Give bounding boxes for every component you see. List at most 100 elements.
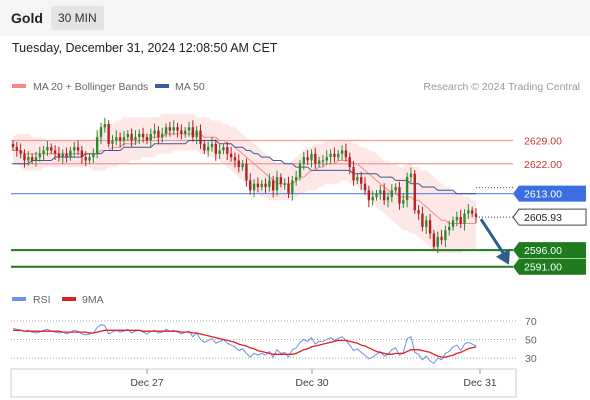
candle-body	[344, 150, 348, 158]
candle-body	[23, 153, 26, 161]
candle-body	[448, 226, 451, 231]
candle-body	[306, 157, 309, 161]
candle-body	[34, 157, 38, 161]
candle-body	[172, 127, 175, 131]
candle-body	[46, 147, 49, 151]
candle-body	[222, 147, 225, 151]
candle-body	[413, 173, 416, 211]
candle-body	[42, 150, 45, 154]
candle-body	[329, 153, 332, 158]
candle-body	[314, 153, 317, 164]
candle-body	[111, 140, 114, 144]
candle-body	[333, 153, 336, 158]
candle-body	[321, 160, 325, 162]
candle-body	[260, 183, 263, 188]
candle-body	[421, 213, 424, 227]
bollinger-legend-label: MA 20 + Bollinger Bands	[33, 81, 148, 93]
candle-body	[145, 137, 149, 141]
candle-body	[428, 220, 432, 234]
candle-body	[444, 230, 447, 241]
level-tag-support	[513, 258, 586, 275]
candle-body	[53, 150, 57, 154]
candle-body	[210, 143, 214, 148]
candle-body	[436, 236, 439, 247]
ma50-legend-swatch	[155, 84, 169, 88]
candle-body	[73, 147, 76, 151]
rsi-tick-label: 30	[525, 353, 537, 365]
candle-body	[287, 183, 290, 194]
candle-body	[184, 130, 187, 134]
candle-body	[470, 210, 474, 214]
candle-body	[15, 147, 19, 151]
level-label-support: 2591.00	[524, 262, 562, 274]
rsi-ma-line	[13, 329, 477, 358]
ma50-line	[13, 140, 476, 195]
bollinger-band	[13, 114, 476, 254]
candle-body	[92, 153, 95, 158]
candle-body	[218, 150, 221, 154]
candle-body	[241, 163, 244, 168]
candle-body	[65, 153, 68, 158]
candle-body	[367, 190, 371, 201]
bollinger-band-fill	[13, 114, 476, 254]
candle-body	[164, 127, 168, 134]
timeframe-badge[interactable]: 30 MIN	[51, 6, 104, 30]
time-tick-label: Dec 31	[463, 377, 496, 389]
candle-body	[440, 236, 443, 241]
candle-body	[268, 180, 271, 188]
candle-body	[402, 200, 405, 204]
candle-body	[298, 163, 302, 178]
forecast-arrow-shaft	[479, 218, 507, 257]
candle-body	[57, 153, 61, 158]
candle-body	[279, 177, 283, 184]
ma50-legend-label: MA 50	[175, 81, 205, 93]
candle-body	[115, 137, 118, 141]
candle-body	[283, 183, 286, 185]
candle-body	[130, 133, 133, 141]
rsi-line	[12, 324, 477, 365]
candle-body	[118, 137, 122, 141]
level-label-resistance: 2622.00	[524, 159, 562, 171]
time-axis: Dec 27 Dec 30 Dec 31	[10, 368, 517, 398]
candle-body	[425, 220, 428, 227]
rsi-legend: RSI 9MA	[12, 294, 104, 306]
candle-body	[138, 133, 141, 138]
level-label-support: 2596.00	[524, 245, 562, 257]
rsi-tick-label: 70	[525, 316, 537, 328]
candle-body	[107, 123, 110, 144]
candle-body	[233, 157, 237, 161]
last-price-label: 2605.93	[524, 212, 562, 224]
candle-body	[176, 127, 179, 131]
candle-body	[317, 160, 321, 164]
candle-body	[379, 190, 382, 194]
candle-body	[463, 213, 466, 224]
candle-body	[382, 190, 386, 201]
time-tick-label: Dec 30	[295, 377, 328, 389]
candle-body	[229, 153, 233, 158]
candle-body	[245, 163, 248, 181]
forecast-arrow	[479, 218, 510, 265]
candle-body	[27, 157, 30, 161]
candle-body	[180, 130, 183, 134]
candle-body	[249, 180, 252, 191]
candle-body	[191, 127, 195, 138]
level-tag-resistance	[513, 155, 586, 172]
candle-body	[474, 213, 478, 217]
candle-body	[256, 183, 260, 188]
level-label-pivot: 2613.00	[524, 189, 562, 201]
candle-body	[88, 157, 91, 161]
candle-body	[134, 137, 137, 141]
candle-body	[69, 150, 72, 158]
instrument-title: Gold	[11, 10, 43, 26]
candle-body	[206, 147, 210, 151]
candle-body	[348, 157, 351, 168]
candle-body	[363, 183, 367, 191]
candle-body	[84, 157, 87, 161]
level-tag-resistance	[513, 132, 586, 149]
candle-body	[153, 130, 156, 134]
candle-body	[409, 173, 413, 178]
candle-body	[390, 190, 394, 197]
candle-body	[199, 130, 202, 144]
candle-body	[103, 123, 107, 128]
candle-body	[226, 147, 229, 154]
